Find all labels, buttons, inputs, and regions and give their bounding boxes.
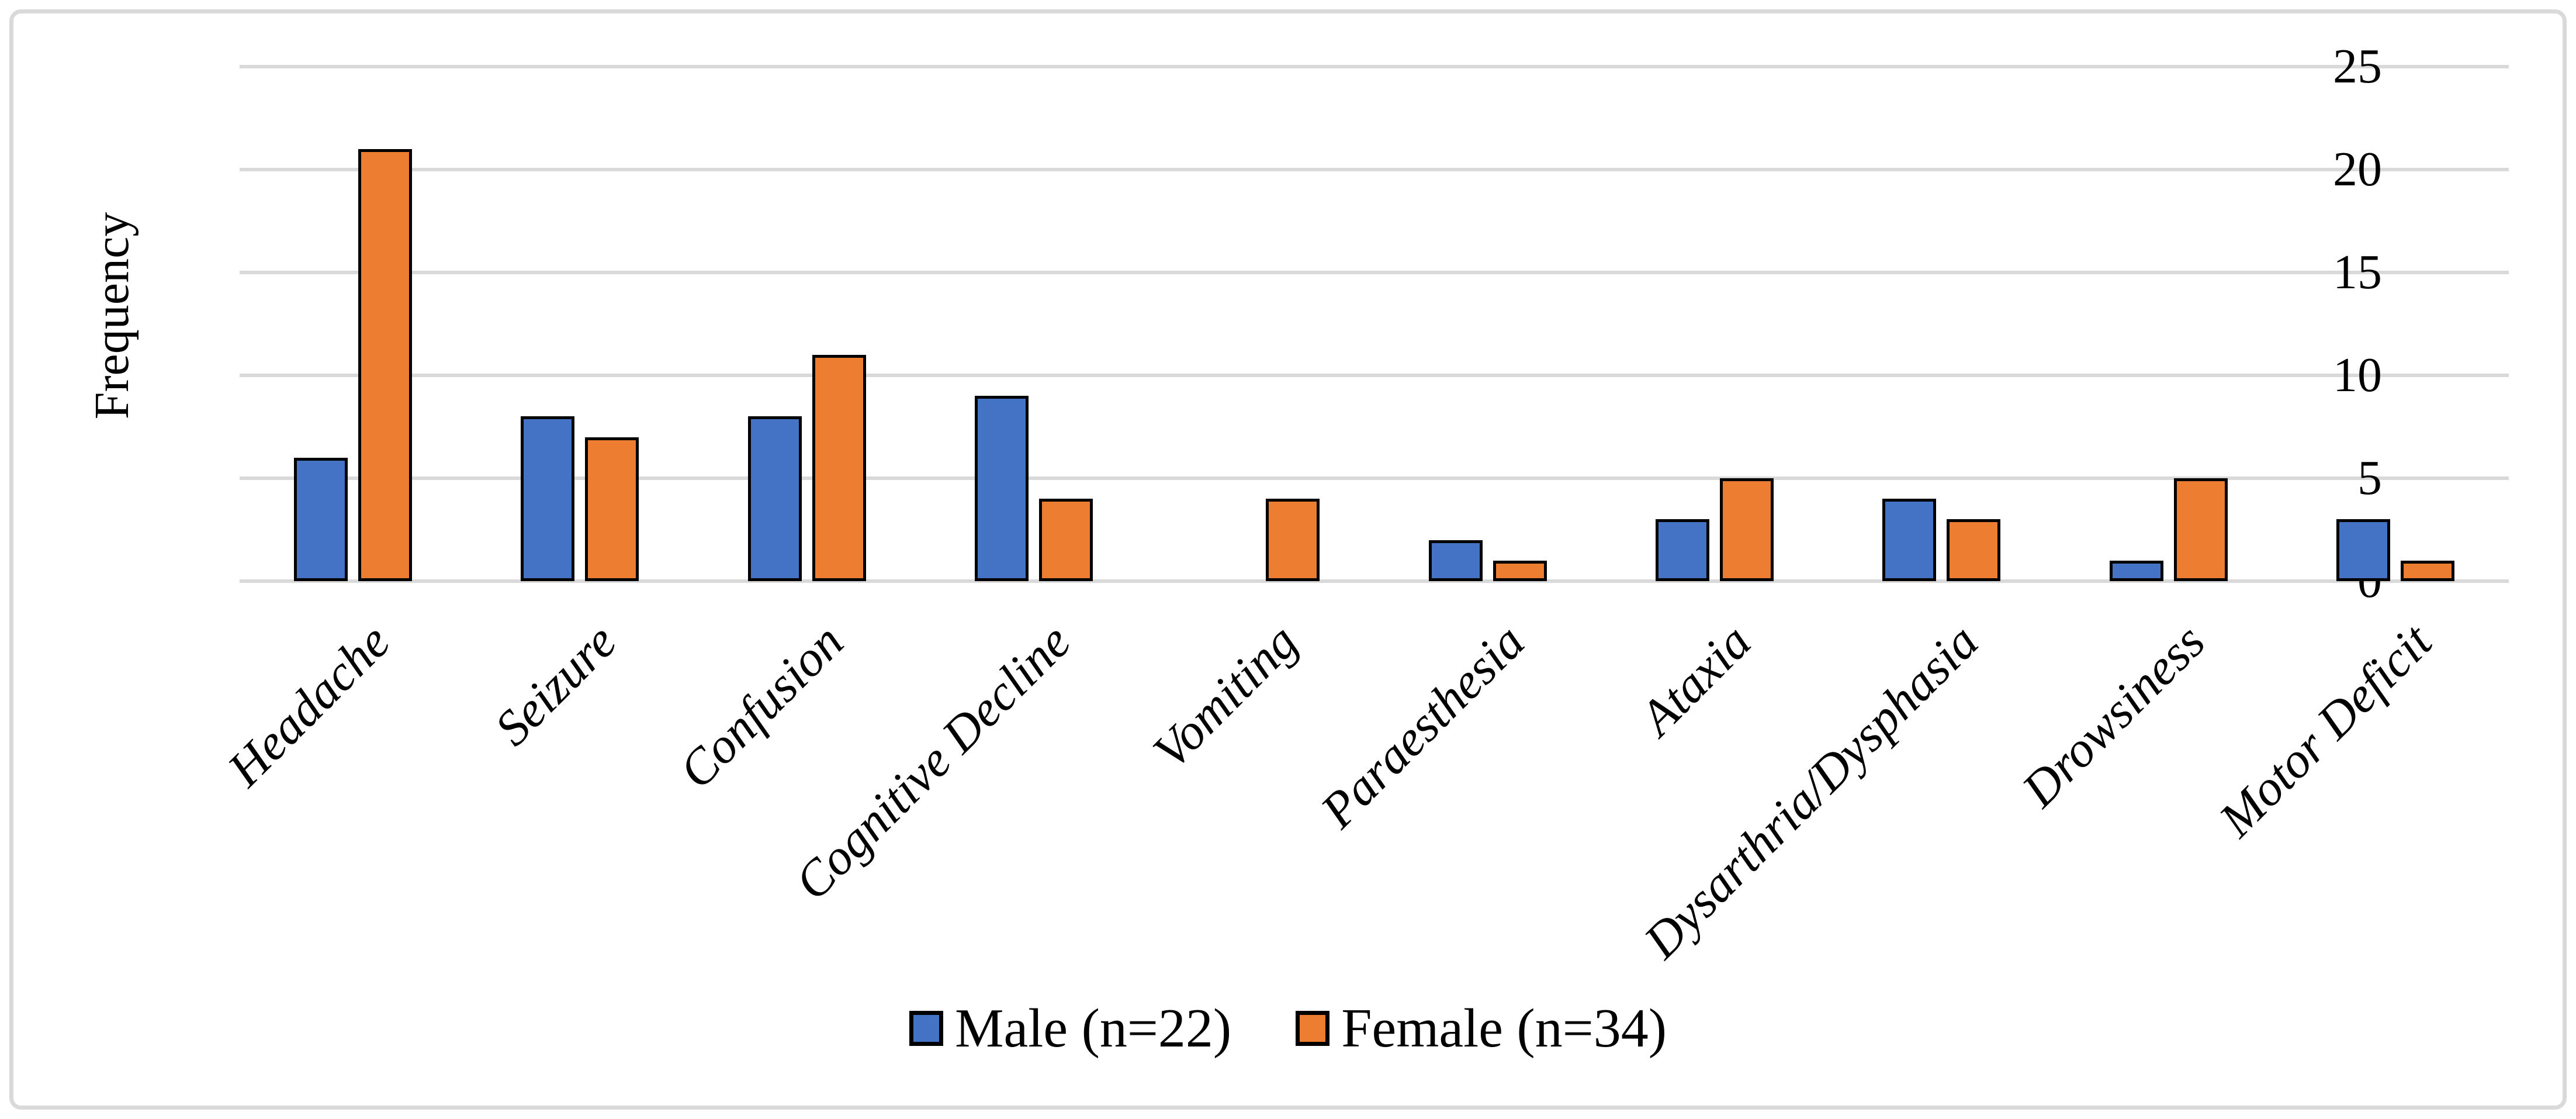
legend-swatch-female-n-34 [1296,1011,1330,1046]
y-tick-label-5: 5 [2357,451,2382,505]
gridline-15 [240,271,2509,274]
y-tick-label-20: 20 [2333,142,2382,196]
bar-female-n-34-confusion [812,354,866,581]
bar-male-n-22-ataxia [1655,519,1709,581]
bar-male-n-22-paraesthesia [1428,540,1483,581]
y-tick-label-15: 15 [2333,245,2382,299]
gridline-20 [240,168,2509,171]
legend-label-female-n-34: Female (n=34) [1341,998,1667,1059]
bar-female-n-34-ataxia [1719,478,1774,581]
bar-male-n-22-dysarthria-dysphasia [1882,499,1937,581]
bar-female-n-34-paraesthesia [1493,560,1547,581]
bar-male-n-22-seizure [521,416,575,581]
bar-female-n-34-vomiting [1266,499,1320,581]
chart-border [9,9,2567,1110]
legend-swatch-male-n-22 [909,1011,943,1046]
bar-female-n-34-motor-deficit [2400,560,2454,581]
bar-male-n-22-cognitive-decline [975,396,1029,581]
legend-entry-male-n-22: Male (n=22) [909,996,1231,1061]
gridline-0 [240,579,2509,583]
y-tick-label-25: 25 [2333,39,2382,94]
y-axis-title: Frequency [85,212,139,420]
legend-entry-female-n-34: Female (n=34) [1296,996,1667,1061]
legend: Male (n=22) Female (n=34) [0,994,2576,1063]
bar-female-n-34-drowsiness [2173,478,2228,581]
bar-male-n-22-confusion [747,416,802,581]
legend-label-male-n-22: Male (n=22) [954,998,1232,1059]
gridline-10 [240,374,2509,377]
gridline-25 [240,65,2509,68]
bar-male-n-22-drowsiness [2109,560,2163,581]
bar-male-n-22-headache [294,457,348,581]
y-tick-label-10: 10 [2333,348,2382,402]
bar-female-n-34-cognitive-decline [1039,499,1093,581]
bar-female-n-34-seizure [585,437,639,581]
bar-female-n-34-headache [358,148,413,581]
gridline-5 [240,476,2509,480]
bar-male-n-22-motor-deficit [2336,519,2390,581]
bar-female-n-34-dysarthria-dysphasia [1947,519,2001,581]
